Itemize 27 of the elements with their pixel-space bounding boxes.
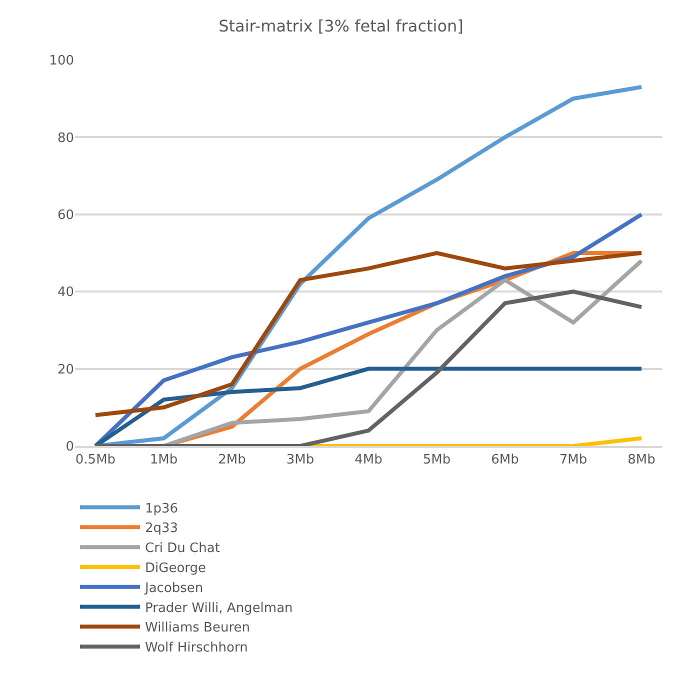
y-tick-label: 0 [66, 440, 74, 455]
legend-label: Cri Du Chat [145, 541, 220, 556]
x-tick-label: 3Mb [286, 452, 314, 468]
legend-label: DiGeorge [145, 561, 206, 576]
x-tick-label: 0.5Mb [75, 452, 116, 468]
y-tick-label: 20 [57, 362, 74, 378]
legend-label: Jacobsen [144, 580, 204, 596]
y-tick-label: 60 [57, 208, 74, 223]
y-tick-label: 40 [57, 285, 74, 300]
legend-label: Williams Beuren [145, 620, 250, 636]
line-series [93, 290, 644, 446]
line-series [93, 212, 644, 446]
x-tick-label: 4Mb [354, 452, 382, 468]
legend-label: 1p36 [145, 501, 178, 516]
chart-title: Stair-matrix [3% fetal fraction] [218, 16, 464, 36]
legend-label: Prader Willi, Angelman [145, 600, 293, 616]
legend-label: 2q33 [145, 521, 178, 536]
x-tick-label: 5Mb [422, 452, 451, 468]
y-tick-label: 100 [49, 54, 74, 69]
line-series [93, 366, 644, 446]
x-tick-label: 7Mb [559, 452, 588, 468]
y-tick-label: 80 [57, 130, 74, 146]
x-tick-label: 6Mb [491, 452, 519, 468]
legend-label: Wolf Hirschhorn [145, 640, 248, 656]
x-tick-label: 8Mb [628, 452, 656, 468]
x-tick-label: 1Mb [150, 452, 178, 468]
x-tick-label: 2Mb [218, 452, 246, 468]
